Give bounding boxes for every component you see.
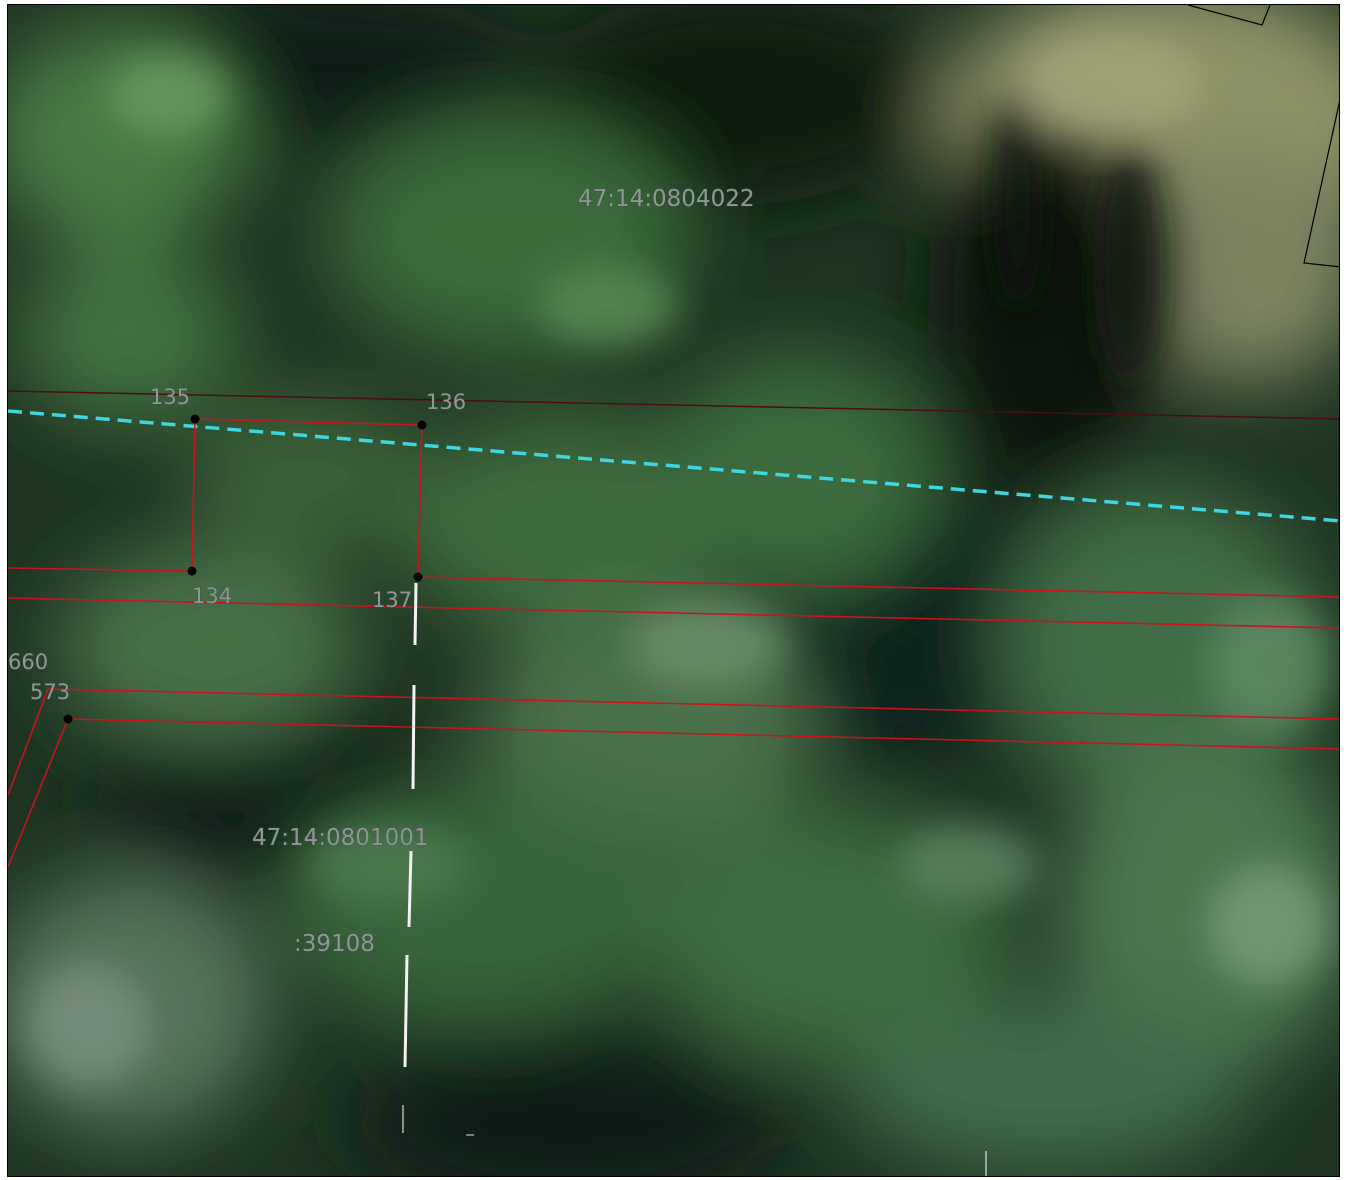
vertex-573[interactable]: [63, 714, 73, 724]
satellite-map[interactable]: 135 136 134 137 660 573 47:14:0804022 47…: [8, 5, 1340, 1177]
boundary-road-north: [8, 597, 1339, 629]
vertex-137[interactable]: [413, 572, 423, 582]
boundary-west-134: [8, 567, 193, 572]
vertex-136[interactable]: [417, 420, 427, 430]
boundary-137-east: [417, 576, 1339, 598]
map-frame[interactable]: 135 136 134 137 660 573 47:14:0804022 47…: [7, 4, 1340, 1177]
label-136: 136: [426, 390, 466, 414]
boundary-diagonal-573: [8, 718, 69, 868]
parcel-label-sub[interactable]: :39108: [294, 931, 376, 958]
dashed-cyan-line: [8, 409, 1339, 523]
label-573: 573: [30, 680, 70, 704]
boundary-black-top-edge: [1187, 5, 1271, 26]
boundary-vertices: [63, 414, 427, 724]
boundary-diagonal-660: [8, 688, 49, 796]
vertex-134[interactable]: [187, 566, 197, 576]
parcel-label-south[interactable]: 47:14:0801001: [252, 825, 429, 852]
label-135: 135: [150, 385, 190, 409]
label-660: 660: [8, 650, 48, 674]
boundary-line-north: [8, 390, 1339, 420]
boundary-road-south-2: [67, 718, 1339, 750]
boundary-road-south-1: [47, 688, 1339, 720]
point-labels: 135 136 134 137 660 573: [8, 385, 466, 705]
boundary-134-135: [191, 418, 196, 572]
white-segment-line: [402, 582, 987, 1176]
vertex-135[interactable]: [190, 414, 200, 424]
boundary-black-top-right: [1303, 101, 1339, 268]
parcel-label-north[interactable]: 47:14:0804022: [578, 186, 755, 213]
parcel-labels: 47:14:0804022 47:14:0801001 :39108: [252, 186, 755, 958]
label-137: 137: [372, 588, 412, 612]
label-134: 134: [192, 584, 232, 608]
aerial-imagery: [8, 5, 1339, 1176]
